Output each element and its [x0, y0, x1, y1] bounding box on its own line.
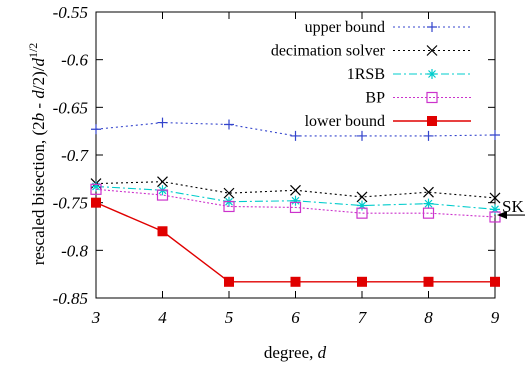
data-point-1rsb — [290, 195, 301, 206]
data-point-1rsb — [490, 204, 500, 215]
data-point-lower-bound — [224, 276, 234, 287]
legend-label-upper-bound: upper bound — [305, 19, 385, 36]
x-tick-label: 6 — [291, 308, 300, 327]
data-point-upper-bound — [91, 124, 101, 135]
legend: upper bound decimation solver 1RSB BP lower … — [271, 19, 471, 130]
y-tick-label: -0.75 — [53, 194, 88, 213]
data-point-upper-bound — [290, 130, 301, 141]
y-tick-label: -0.65 — [53, 98, 88, 117]
data-point-bp — [156, 189, 169, 201]
data-point-bp — [356, 207, 368, 219]
series-line-lower-bound — [95, 202, 495, 283]
series-bp — [90, 183, 501, 223]
data-point-upper-bound — [224, 119, 234, 130]
data-point-decimation-solver — [489, 192, 501, 204]
data-point-lower-bound — [357, 276, 367, 287]
data-point-upper-bound — [157, 117, 168, 128]
data-point-bp — [223, 200, 235, 213]
data-point-upper-bound — [357, 130, 367, 141]
legend-marker-1rsb — [427, 69, 437, 79]
data-point-1rsb — [91, 181, 101, 192]
x-tick-label: 7 — [358, 308, 368, 327]
data-point-decimation-solver — [157, 176, 168, 188]
y-tick-label: -0.85 — [53, 289, 88, 308]
series-layer — [90, 117, 501, 287]
y-tick-label: -0.7 — [61, 146, 89, 165]
legend-marker-decimation-solver — [426, 45, 438, 56]
data-point-1rsb — [357, 200, 367, 211]
data-point-lower-bound — [423, 276, 434, 287]
x-tick-label: 4 — [158, 308, 167, 327]
series-line-bp — [95, 188, 496, 218]
data-point-lower-bound — [490, 276, 500, 287]
y-tick-label: -0.8 — [61, 241, 88, 260]
legend-label-lower-bound: lower bound — [305, 113, 385, 130]
data-point-decimation-solver — [423, 186, 434, 198]
data-point-bp — [422, 207, 435, 219]
x-tick-label: 9 — [491, 308, 500, 327]
x-axis: 3 4 5 6 7 8 9 — [91, 12, 500, 327]
sk-label: SK — [502, 197, 524, 216]
legend-label-decimation-solver: decimation solver — [271, 43, 386, 60]
data-point-decimation-solver — [356, 191, 368, 203]
data-point-lower-bound — [91, 197, 101, 208]
data-point-bp — [489, 211, 501, 223]
data-point-upper-bound — [423, 130, 434, 141]
y-axis-label: rescaled bisection, (2b - d/2)/d1/2 — [26, 43, 48, 266]
x-tick-label: 3 — [91, 308, 101, 327]
x-tick-label: 8 — [424, 308, 433, 327]
data-point-decimation-solver — [290, 184, 301, 196]
x-tick-label: 5 — [225, 308, 234, 327]
sk-annotation: SK — [497, 197, 525, 220]
legend-marker-bp — [426, 91, 438, 104]
y-tick-label: -0.55 — [53, 3, 88, 22]
data-point-bp — [289, 201, 302, 214]
data-point-lower-bound — [290, 276, 301, 287]
series-1rsb — [91, 181, 500, 215]
data-point-bp — [90, 183, 102, 195]
legend-marker-lower-bound — [427, 116, 437, 126]
series-lower-bound — [91, 197, 500, 287]
legend-label-1rsb: 1RSB — [347, 66, 385, 83]
x-axis-label: degree, d — [264, 343, 327, 362]
legend-marker-upper-bound — [427, 22, 437, 32]
data-point-1rsb — [423, 198, 434, 209]
legend-label-bp: BP — [365, 90, 385, 107]
data-point-decimation-solver — [223, 187, 235, 199]
y-tick-label: -0.6 — [61, 51, 88, 70]
series-upper-bound — [91, 117, 500, 141]
sk-arrowhead — [497, 211, 507, 220]
data-point-upper-bound — [490, 129, 500, 140]
data-point-lower-bound — [157, 226, 168, 237]
y-axis: -0.55 -0.6 -0.65 -0.7 -0.75 -0.8 -0.85 — [53, 3, 495, 308]
